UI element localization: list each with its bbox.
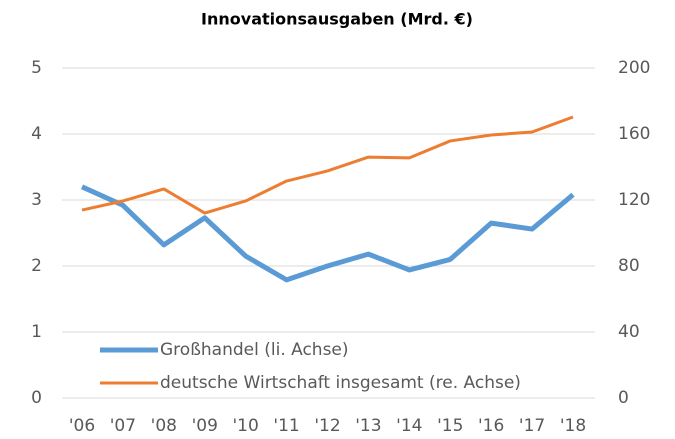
- x-tick-label: '12: [314, 416, 340, 436]
- y-tick-label: 2: [31, 256, 42, 276]
- y2-tick-label: 80: [618, 256, 640, 276]
- y2-tick-label: 200: [618, 58, 650, 78]
- x-tick-label: '10: [233, 416, 259, 436]
- x-tick-label: '06: [69, 416, 95, 436]
- x-tick-label: '09: [192, 416, 218, 436]
- y-tick-label: 4: [31, 124, 42, 144]
- x-tick-label: '18: [560, 416, 586, 436]
- x-tick-label: '14: [396, 416, 422, 436]
- legend-label: deutsche Wirtschaft insgesamt (re. Achse…: [160, 373, 521, 393]
- series-line: [80, 184, 575, 283]
- y2-tick-label: 120: [618, 190, 650, 210]
- series-line: [81, 115, 574, 215]
- x-tick-label: '08: [151, 416, 177, 436]
- y-tick-label: 1: [31, 322, 42, 342]
- x-tick-label: '13: [355, 416, 381, 436]
- legend-label: Großhandel (li. Achse): [160, 340, 349, 360]
- y-tick-label: 5: [31, 58, 42, 78]
- x-tick-label: '16: [478, 416, 504, 436]
- y2-tick-label: 40: [618, 322, 640, 342]
- x-tick-label: '11: [273, 416, 299, 436]
- x-tick-label: '15: [437, 416, 463, 436]
- y-tick-label: 0: [31, 388, 42, 408]
- chart-title: Innovationsausgaben (Mrd. €): [201, 10, 473, 29]
- x-tick-label: '17: [519, 416, 545, 436]
- y-tick-label: 3: [31, 190, 42, 210]
- x-tick-label: '07: [110, 416, 136, 436]
- y2-tick-label: 160: [618, 124, 650, 144]
- y2-tick-label: 0: [618, 388, 629, 408]
